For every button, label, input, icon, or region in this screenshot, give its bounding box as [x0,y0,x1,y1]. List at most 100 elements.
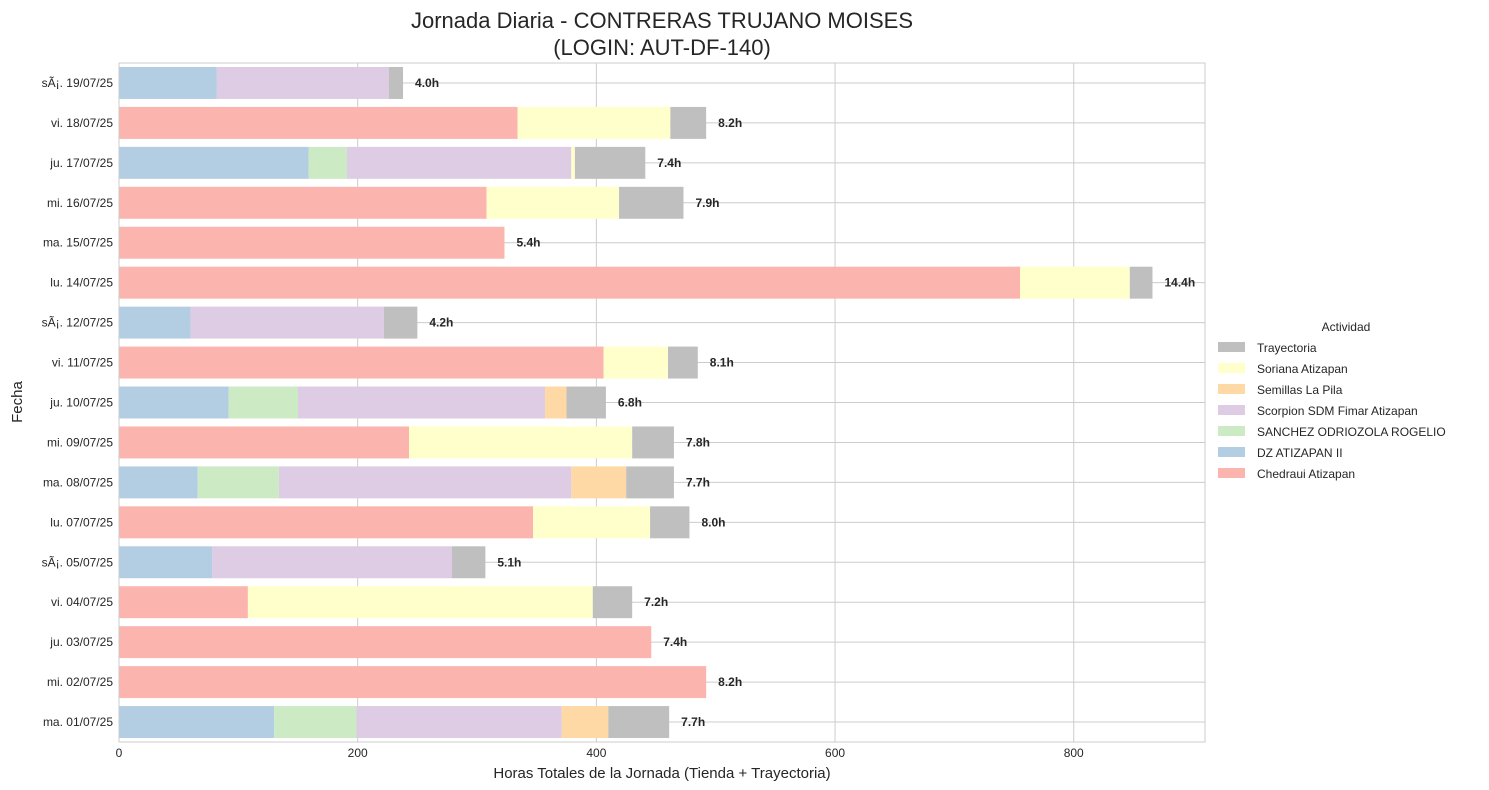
y-tick-label: mi. 02/07/25 [47,675,113,689]
total-label: 4.2h [429,316,453,330]
bar-segment-semillas-la-pila [561,706,609,739]
bar-segment-trayectoria [451,546,486,579]
y-axis-label: Fecha [9,381,26,423]
total-label: 7.4h [657,156,681,170]
legend-entry-chedraui-atizapan: Chedraui Atizapan [1257,467,1355,481]
total-label: 8.2h [718,675,742,689]
bar-segment-scorpion-sdm-fimar-atizapan [190,306,384,339]
legend-entry-dz-atizapan-ii: DZ ATIZAPAN II [1257,446,1343,460]
chart-title-line1: Jornada Diaria - CONTRERAS TRUJANO MOISE… [411,8,913,33]
total-label: 7.9h [695,196,719,210]
bar-segment-trayectoria [566,386,606,419]
legend-swatch-trayectoria [1218,342,1245,352]
bar-segment-sanchez-odriozola-rogelio [228,386,299,419]
bar-segment-dz-atizapan-ii [119,306,191,339]
total-label: 4.0h [415,76,439,90]
bar-segment-soriana-atizapan [486,186,620,219]
x-tick-label: 800 [1064,746,1084,760]
legend-swatch-sanchez-odriozola-rogelio [1218,426,1245,436]
bar-segment-chedraui-atizapan [119,506,534,539]
bar-segment-soriana-atizapan [408,426,633,459]
plot-frame [118,62,1206,743]
y-tick-label: sÃ¡. 19/07/25 [42,76,114,90]
bar-segment-sanchez-odriozola-rogelio [274,706,357,739]
y-tick-label: vi. 11/07/25 [52,356,113,370]
legend-swatch-scorpion-sdm-fimar-atizapan [1218,405,1245,415]
bar-segment-trayectoria [592,586,633,619]
legend-swatch-soriana-atizapan [1218,363,1245,373]
legend-swatch-semillas-la-pila [1218,384,1245,394]
bar-segment-scorpion-sdm-fimar-atizapan [278,466,572,499]
bar-segment-soriana-atizapan [1020,266,1130,299]
total-label: 6.8h [618,396,642,410]
legend: Actividad Trayectoria Soriana Atizapan Sem… [1218,320,1446,481]
bars [119,66,1153,739]
y-tick-label: vi. 04/07/25 [51,595,113,609]
y-tick-label: mi. 09/07/25 [47,435,113,449]
legend-entry-sanchez-odriozola-rogelio: SANCHEZ ODRIOZOLA ROGELIO [1257,425,1446,439]
bar-segment-chedraui-atizapan [119,666,707,699]
bar-segment-trayectoria [383,306,418,339]
bar-segment-scorpion-sdm-fimar-atizapan [346,146,572,179]
total-label: 7.8h [686,435,710,449]
y-tick-label: ju. 03/07/25 [49,635,113,649]
bar-segment-chedraui-atizapan [119,266,1021,299]
bar-segment-trayectoria [619,186,684,219]
bar-segment-dz-atizapan-ii [119,546,213,579]
y-tick-label: ma. 08/07/25 [43,475,113,489]
x-tick-label: 200 [348,746,368,760]
bar-segment-soriana-atizapan [603,346,668,379]
x-tick-label: 600 [825,746,845,760]
total-label: 8.0h [701,515,725,529]
y-tick-label: mi. 16/07/25 [47,196,113,210]
bar-segment-dz-atizapan-ii [119,66,217,99]
bar-segment-trayectoria [1129,266,1153,299]
x-tick-label: 400 [586,746,606,760]
bar-segment-dz-atizapan-ii [119,706,275,739]
bar-segment-sanchez-odriozola-rogelio [197,466,279,499]
total-label: 8.1h [710,356,734,370]
bar-segment-dz-atizapan-ii [119,466,198,499]
legend-entry-scorpion-sdm-fimar-atizapan: Scorpion SDM Fimar Atizapan [1257,404,1418,418]
total-label: 7.2h [644,595,668,609]
legend-title: Actividad [1322,320,1371,334]
legend-entry-soriana-atizapan: Soriana Atizapan [1257,362,1348,376]
total-label: 14.4h [1164,276,1195,290]
bar-segment-scorpion-sdm-fimar-atizapan [212,546,452,579]
bar-segment-trayectoria [650,506,690,539]
bar-segment-trayectoria [632,426,674,459]
bar-segment-trayectoria [574,146,646,179]
bar-segment-chedraui-atizapan [119,626,652,659]
data-labels: 4.0h 8.2h 7.4h 7.9h 5.4h 14.4h 4.2h 8.1h 6.8h 7.8… [415,76,1195,729]
y-tick-label: lu. 07/07/25 [50,515,113,529]
y-tick-label: ju. 10/07/25 [49,396,113,410]
bar-segment-chedraui-atizapan [119,186,487,219]
bar-segment-trayectoria [670,106,707,139]
y-tick-label: vi. 18/07/25 [51,116,113,130]
y-tick-labels: sÃ¡. 19/07/25 vi. 18/07/25 ju. 17/07/25 mi.… [42,76,114,729]
bar-segment-scorpion-sdm-fimar-atizapan [298,386,546,419]
x-tick-label: 0 [116,746,123,760]
bar-segment-trayectoria [388,66,404,99]
bar-segment-chedraui-atizapan [119,586,248,619]
bar-segment-chedraui-atizapan [119,346,604,379]
y-tick-label: sÃ¡. 12/07/25 [42,316,114,330]
bar-segment-soriana-atizapan [247,586,593,619]
legend-entry-trayectoria: Trayectoria [1257,341,1317,355]
bar-segment-dz-atizapan-ii [119,386,229,419]
bar-segment-scorpion-sdm-fimar-atizapan [216,66,389,99]
y-tick-label: ma. 01/07/25 [43,715,113,729]
x-axis-label: Horas Totales de la Jornada (Tienda + Tr… [493,765,830,782]
bar-segment-soriana-atizapan [517,106,671,139]
y-tick-label: lu. 14/07/25 [50,276,113,290]
total-label: 7.4h [663,635,687,649]
bar-segment-semillas-la-pila [571,466,627,499]
bar-segment-trayectoria [667,346,698,379]
total-label: 7.7h [686,475,710,489]
total-label: 7.7h [681,715,705,729]
bar-segment-soriana-atizapan [571,146,575,179]
bar-segment-soriana-atizapan [533,506,651,539]
legend-swatch-chedraui-atizapan [1218,468,1245,478]
